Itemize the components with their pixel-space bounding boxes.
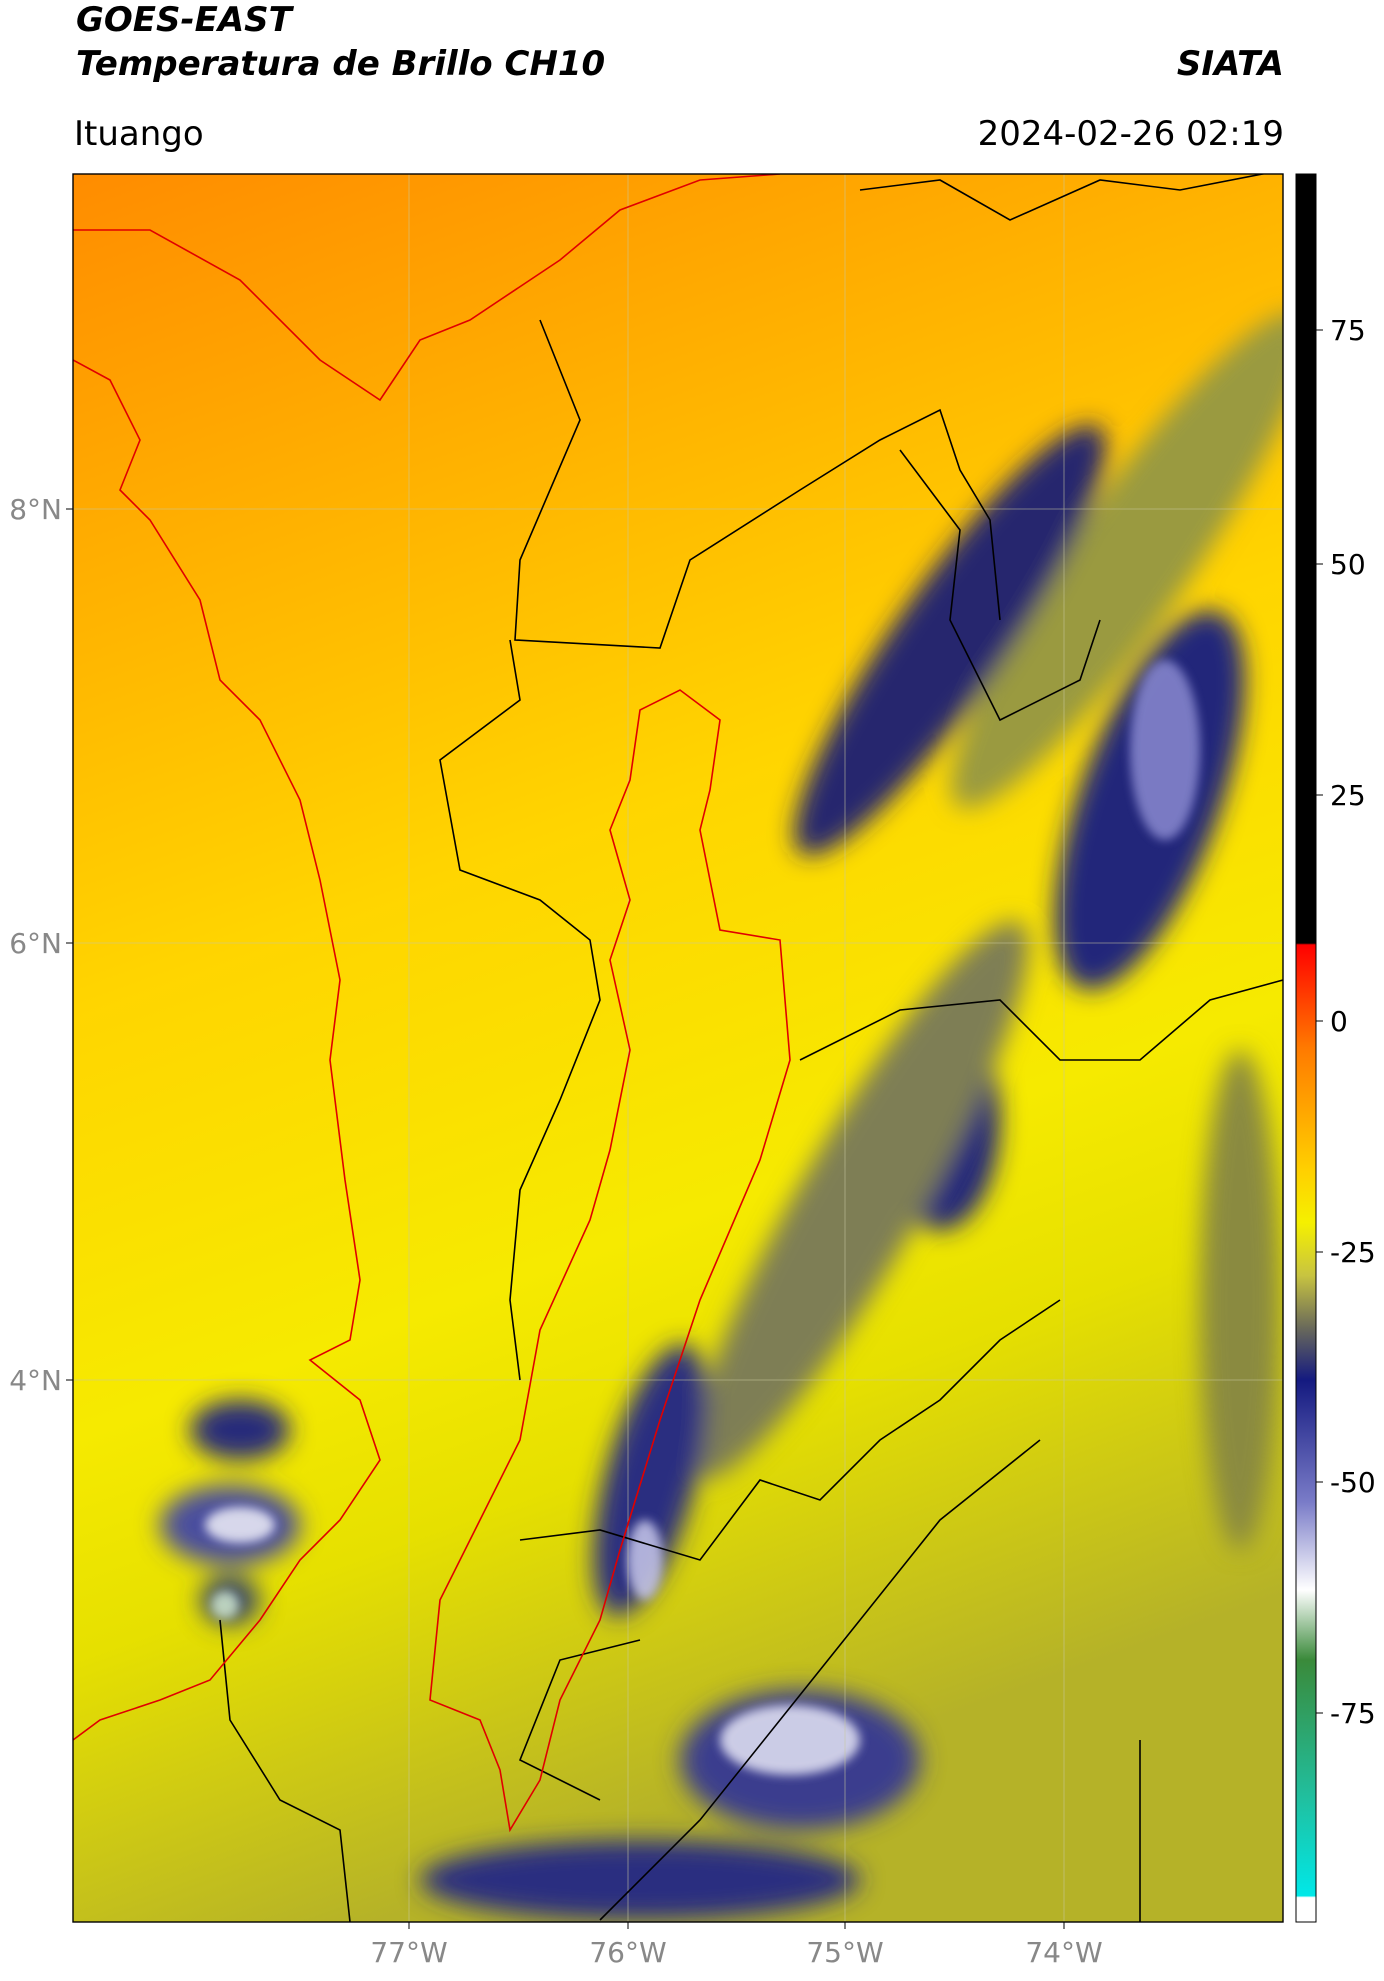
lon-label: 74°W [1025, 1936, 1102, 1969]
map [73, 174, 1283, 1922]
colorbar-label: 75 [1330, 314, 1366, 347]
title: GOES-EAST [76, 0, 292, 40]
colorbar-label: 50 [1330, 548, 1366, 581]
region-outline [73, 174, 791, 1833]
lon-label: 75°W [806, 1936, 883, 1969]
brand: SIATA [1176, 44, 1284, 84]
graticule [73, 174, 1283, 1922]
location: Ituango [74, 114, 204, 154]
lon-label: 76°W [589, 1936, 666, 1969]
timestamp: 2024-02-26 02:19 [977, 114, 1284, 154]
colorbar [1295, 173, 1317, 1923]
lat-label: 4°N [9, 1364, 62, 1397]
subtitle: Temperatura de Brillo CH10 [76, 44, 606, 84]
borders [219, 174, 1283, 1922]
map-frame [72, 173, 1284, 1923]
lat-label: 8°N [9, 493, 62, 526]
colorbar-label: -75 [1330, 1697, 1376, 1730]
colorbar-label: -25 [1330, 1236, 1376, 1269]
colorbar-label: -50 [1330, 1466, 1376, 1499]
lat-label: 6°N [9, 927, 62, 960]
colorbar-label: 0 [1330, 1005, 1348, 1038]
lon-label: 77°W [370, 1936, 447, 1969]
colorbar-label: 25 [1330, 779, 1366, 812]
